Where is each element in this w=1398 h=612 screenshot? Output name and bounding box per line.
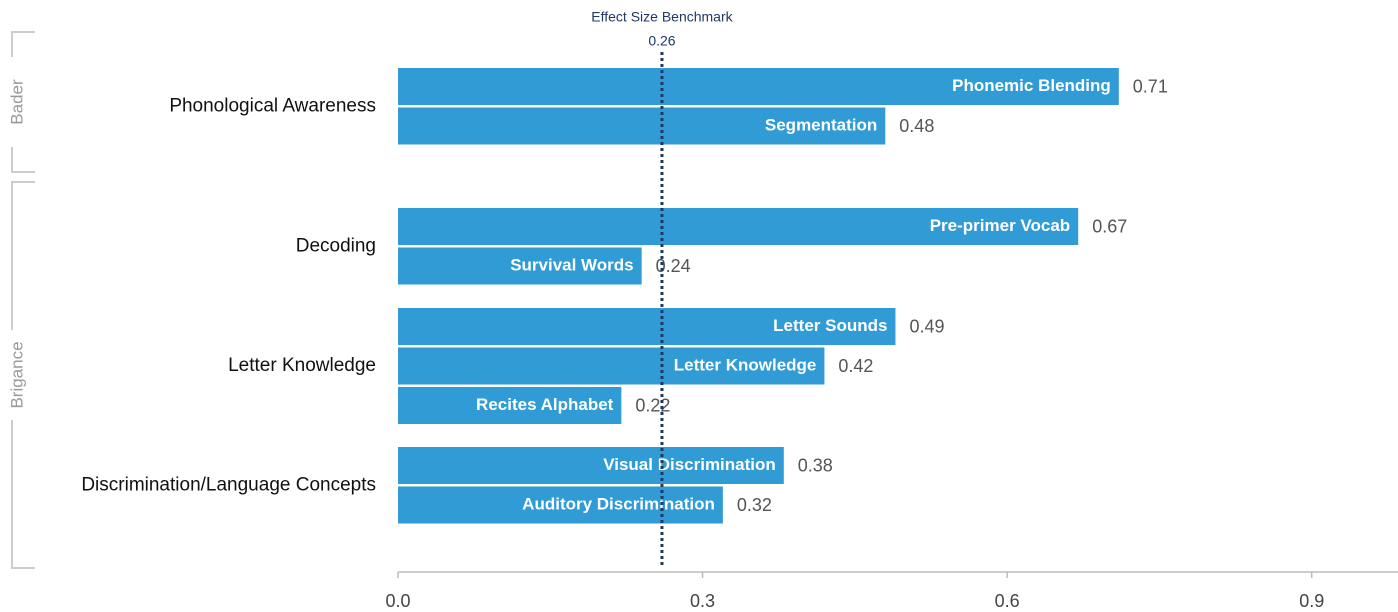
x-tick-label: 0.0 (385, 591, 410, 611)
bar (398, 247, 642, 285)
bracket (11, 31, 35, 173)
bar-name: Pre-primer Vocab (930, 216, 1070, 235)
bar-name: Visual Discrimination (603, 455, 776, 474)
bar (398, 308, 896, 345)
value-label: 0.32 (737, 495, 772, 515)
x-tick-label: 0.9 (1299, 591, 1324, 611)
x-tick-label: 0.6 (995, 591, 1020, 611)
category-label: Letter Knowledge (228, 355, 376, 376)
bar-name: Auditory Discrimination (522, 494, 715, 513)
value-label: 0.67 (1092, 216, 1127, 236)
x-tick-label: 0.3 (690, 591, 715, 611)
value-label: 0.22 (635, 395, 670, 415)
bar (398, 208, 1079, 245)
benchmark-value: 0.26 (648, 33, 675, 49)
category-label: Phonological Awareness (169, 95, 376, 116)
bar (398, 107, 886, 145)
bar (398, 387, 622, 424)
category-label: Discrimination/Language Concepts (81, 474, 376, 495)
bracket-label: Brigance (7, 341, 26, 408)
category-label: Decoding (296, 235, 376, 256)
bar-name: Letter Knowledge (674, 355, 817, 374)
value-label: 0.38 (798, 455, 833, 475)
value-label: 0.71 (1133, 76, 1168, 96)
bar (398, 68, 1119, 105)
value-label: 0.48 (899, 116, 934, 136)
bar (398, 486, 723, 524)
bar-name: Segmentation (765, 115, 877, 134)
bar (398, 447, 784, 484)
bar-name: Phonemic Blending (952, 76, 1111, 95)
bar-name: Recites Alphabet (476, 395, 614, 414)
value-label: 0.24 (656, 256, 691, 276)
benchmark-label: Effect Size Benchmark (591, 9, 733, 25)
bar-name: Survival Words (510, 255, 633, 274)
bracket-label: Bader (7, 79, 26, 125)
value-label: 0.42 (838, 356, 873, 376)
bar (398, 347, 825, 385)
bracket (11, 181, 35, 569)
bar-name: Letter Sounds (773, 316, 887, 335)
value-label: 0.49 (909, 316, 944, 336)
